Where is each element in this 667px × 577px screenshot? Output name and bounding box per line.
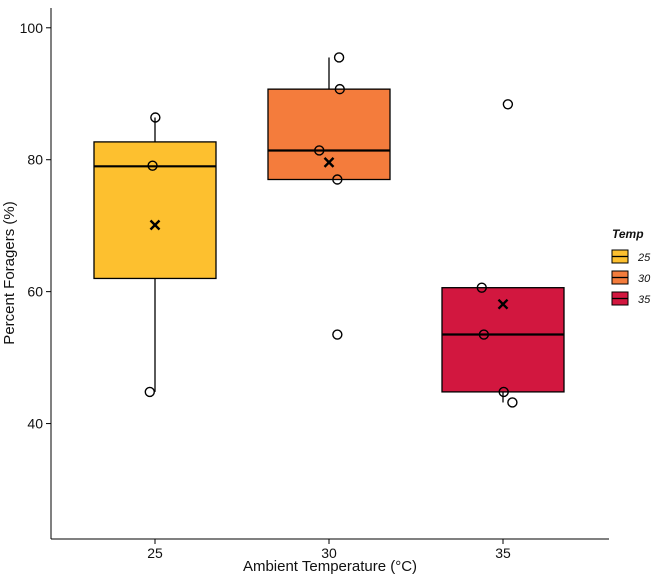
y-tick-label: 100 (20, 20, 44, 36)
y-tick-label: 60 (27, 284, 43, 300)
data-point (478, 329, 490, 340)
mean-marker (497, 298, 509, 310)
box-30 (267, 88, 391, 181)
legend-entry-30: 30 (611, 270, 651, 285)
data-point (476, 282, 487, 293)
data-point (144, 386, 155, 398)
x-tick-label: 35 (495, 545, 511, 561)
legend-title: Temp (612, 227, 644, 241)
plot-area (93, 52, 565, 408)
data-point (333, 52, 345, 63)
data-point (332, 329, 343, 340)
legend-entry-25: 25 (611, 249, 651, 264)
data-point (150, 112, 161, 123)
data-point (502, 99, 514, 110)
box-25 (93, 141, 217, 280)
data-point (498, 386, 509, 398)
x-axis-title: Ambient Temperature (°C) (243, 558, 417, 575)
y-tick-label: 80 (27, 152, 43, 168)
x-axis-ticks: 25 30 35 (147, 539, 511, 561)
x-tick-label: 30 (321, 545, 337, 561)
legend-label: 30 (638, 273, 651, 285)
y-axis-ticks: 40 60 80 100 (20, 20, 51, 432)
legend: Temp 25 30 35 (611, 227, 651, 306)
y-axis-title: Percent Foragers (%) (1, 201, 18, 344)
data-point (314, 145, 325, 156)
data-point (332, 174, 343, 185)
legend-entries: 25 30 35 (611, 249, 651, 306)
mean-marker (323, 157, 335, 168)
x-tick-label: 25 (147, 545, 163, 561)
data-point (147, 160, 158, 171)
box-group-35 (441, 287, 565, 403)
legend-label: 25 (637, 252, 651, 264)
mean-marker (149, 219, 161, 231)
y-tick-label: 40 (27, 416, 43, 432)
legend-label: 35 (638, 294, 651, 306)
legend-entry-35: 35 (611, 291, 651, 306)
box-group-30 (267, 57, 391, 181)
box-group-25 (93, 117, 217, 392)
data-point (334, 83, 345, 95)
data-point (507, 397, 518, 408)
